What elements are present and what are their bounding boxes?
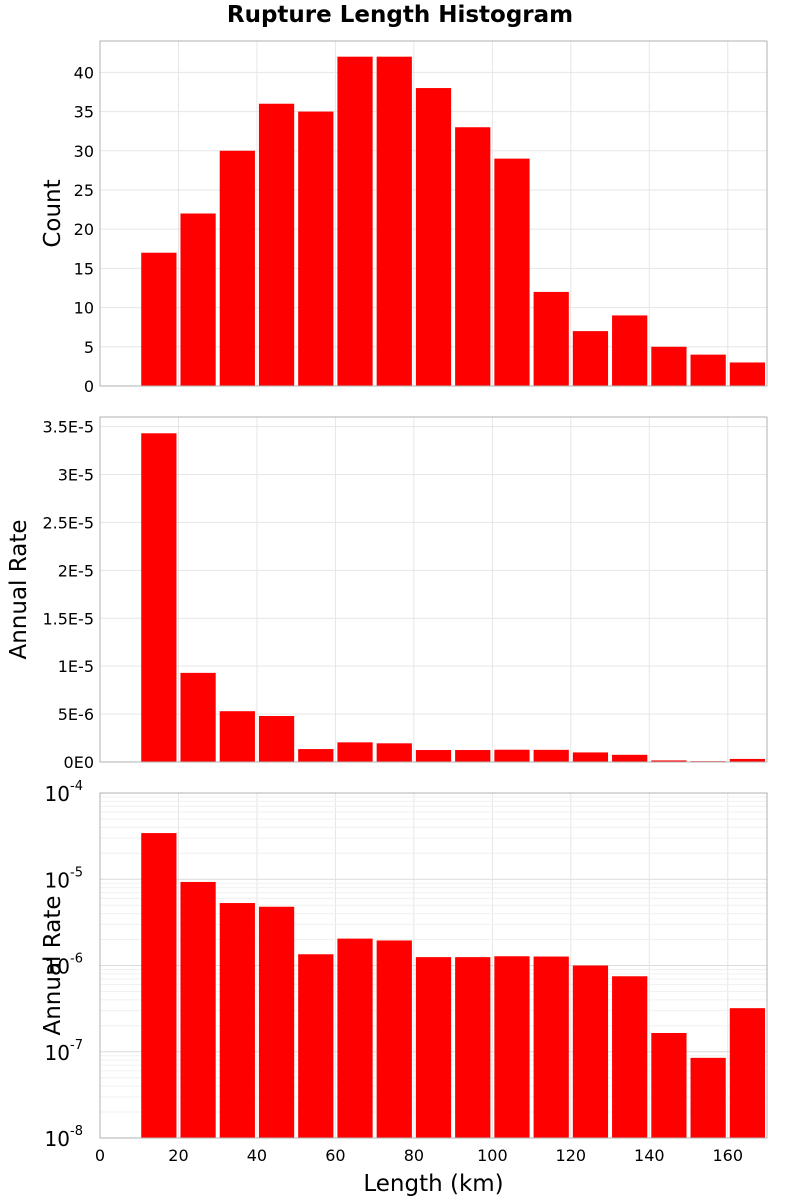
bar xyxy=(337,938,373,1138)
x-tick-label: 80 xyxy=(404,1146,424,1165)
annual-rate-linear-panel: 0E0 5E-6 1E-5 1.5E-5 2E-5 2.5E-5 3E-5 3.5E-5 Ann… xyxy=(6,416,768,772)
y-tick-label: 0 xyxy=(84,377,94,396)
bar xyxy=(729,758,765,762)
shared-x-axis: 0 20 40 60 80 100 120 140 160 Length (km) xyxy=(95,1146,743,1197)
bar xyxy=(494,749,530,762)
y-tick-exponent: -7 xyxy=(70,1038,83,1053)
y-tick-label: 2E-5 xyxy=(58,561,94,580)
bar xyxy=(494,158,530,386)
bar xyxy=(298,749,334,762)
y-axis-label: Count xyxy=(40,179,66,247)
plot-frame xyxy=(99,416,768,763)
y-tick-exponent: -4 xyxy=(70,779,83,794)
y-tick-label: 10 xyxy=(74,299,94,318)
bar xyxy=(572,965,609,1138)
bar xyxy=(219,711,255,762)
y-tick-label: 25 xyxy=(74,181,94,200)
y-tick-label: 10 xyxy=(45,955,70,979)
bar xyxy=(455,750,491,762)
y-tick-label: 10 xyxy=(45,782,70,806)
bar xyxy=(298,954,334,1138)
x-tick-label: 160 xyxy=(712,1146,743,1165)
y-tick-label: 0E0 xyxy=(64,753,94,772)
bar xyxy=(180,881,216,1138)
bar xyxy=(612,976,648,1138)
chart-title: Rupture Length Histogram xyxy=(226,2,574,28)
bar xyxy=(258,103,295,387)
bar xyxy=(219,903,255,1138)
y-tick-label: 5 xyxy=(84,338,94,357)
bar xyxy=(572,752,609,762)
bar xyxy=(612,754,648,762)
bar xyxy=(455,957,491,1138)
x-tick-label: 120 xyxy=(556,1146,587,1165)
y-tick-exponent: -6 xyxy=(70,952,83,967)
y-axis-label: Annual Rate xyxy=(6,520,32,660)
x-tick-label: 20 xyxy=(168,1146,188,1165)
x-tick-label: 140 xyxy=(634,1146,665,1165)
bar xyxy=(180,213,216,386)
bar xyxy=(141,833,177,1138)
y-tick-exponent: -5 xyxy=(70,865,83,880)
bar xyxy=(651,346,687,386)
y-tick-label: 35 xyxy=(74,103,94,122)
y-tick-exponent: -8 xyxy=(70,1124,83,1139)
plot-frame xyxy=(99,40,768,387)
bar xyxy=(258,716,295,762)
bar xyxy=(337,56,373,386)
y-tick-label: 30 xyxy=(74,142,94,161)
y-tick-label: 1.5E-5 xyxy=(42,609,94,628)
y-tick-label: 40 xyxy=(74,63,94,82)
bar xyxy=(612,315,648,386)
bar xyxy=(455,127,491,386)
bar xyxy=(690,354,726,386)
bar xyxy=(376,56,412,386)
y-tick-label: 2.5E-5 xyxy=(42,513,94,532)
y-tick-label: 10 xyxy=(45,868,70,892)
bar xyxy=(415,88,452,386)
bar xyxy=(533,291,569,386)
bar xyxy=(258,906,295,1138)
y-tick-label: 10 xyxy=(45,1041,70,1065)
bar xyxy=(651,760,687,762)
x-tick-label: 0 xyxy=(95,1146,105,1165)
bar xyxy=(298,111,334,387)
bar xyxy=(690,1057,726,1138)
x-tick-label: 100 xyxy=(477,1146,508,1165)
bar xyxy=(337,742,373,762)
y-tick-label: 20 xyxy=(74,220,94,239)
bar xyxy=(219,150,255,386)
bar xyxy=(494,956,530,1138)
y-tick-label: 1E-5 xyxy=(58,657,94,676)
bar xyxy=(533,749,569,762)
count-histogram-panel: 0 5 10 15 20 25 30 35 40 Count xyxy=(40,40,768,396)
y-tick-label: 5E-6 xyxy=(58,705,94,724)
y-tick-label: 3.5E-5 xyxy=(42,418,94,437)
bar xyxy=(141,433,177,762)
bar xyxy=(376,940,412,1138)
x-axis-label: Length (km) xyxy=(363,1171,503,1197)
bar xyxy=(533,956,569,1138)
y-tick-label: 15 xyxy=(74,259,94,278)
bar xyxy=(651,1032,687,1138)
y-axis-label: Annual Rate xyxy=(40,896,66,1036)
bar xyxy=(415,957,452,1138)
plot-frame xyxy=(99,792,768,1139)
bar xyxy=(141,252,177,386)
x-tick-label: 60 xyxy=(325,1146,345,1165)
y-tick-label: 3E-5 xyxy=(58,466,94,485)
bar xyxy=(572,331,609,386)
bar xyxy=(415,750,452,762)
bar xyxy=(729,362,765,386)
x-tick-label: 40 xyxy=(247,1146,267,1165)
bar xyxy=(376,743,412,762)
y-tick-label: 10 xyxy=(45,1127,70,1151)
bar xyxy=(180,672,216,762)
bar xyxy=(729,1008,765,1138)
